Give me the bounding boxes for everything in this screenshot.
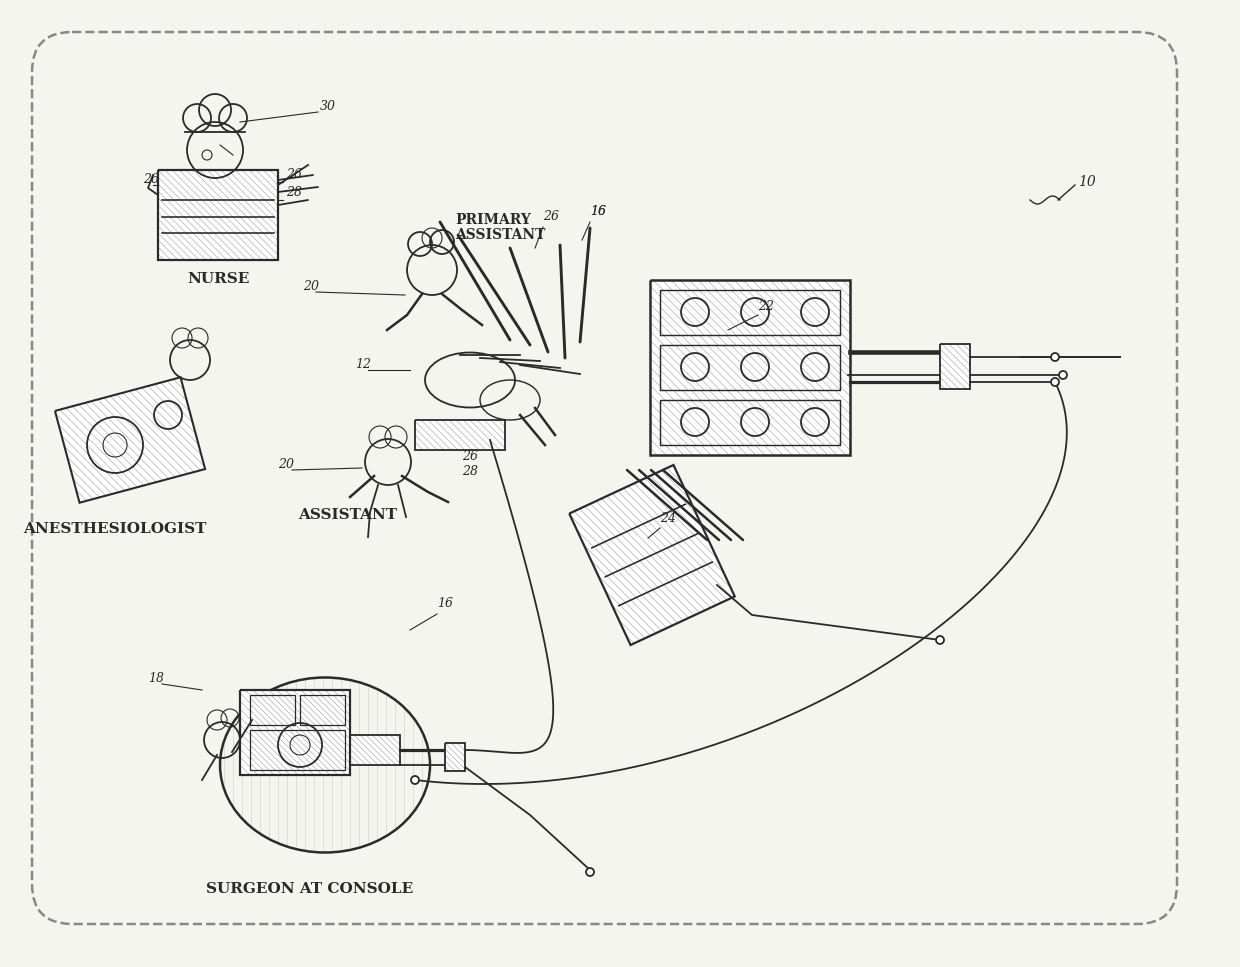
Text: 26: 26 xyxy=(543,210,559,223)
Text: 24: 24 xyxy=(660,512,676,525)
Circle shape xyxy=(587,868,594,876)
Circle shape xyxy=(410,776,419,784)
PathPatch shape xyxy=(650,280,849,455)
Circle shape xyxy=(1059,371,1066,379)
PathPatch shape xyxy=(55,377,205,503)
Text: 26: 26 xyxy=(286,168,303,181)
Text: 16: 16 xyxy=(436,597,453,610)
Circle shape xyxy=(1052,378,1059,386)
Text: 20: 20 xyxy=(278,458,294,471)
Circle shape xyxy=(1052,353,1059,361)
Text: 18: 18 xyxy=(148,672,164,685)
PathPatch shape xyxy=(660,345,839,390)
PathPatch shape xyxy=(241,690,350,775)
Text: 30: 30 xyxy=(320,100,336,113)
Text: 12: 12 xyxy=(355,358,371,371)
Text: 22: 22 xyxy=(758,300,774,313)
PathPatch shape xyxy=(940,344,970,389)
Text: 28: 28 xyxy=(463,465,479,478)
PathPatch shape xyxy=(660,290,839,335)
PathPatch shape xyxy=(157,170,278,260)
Text: ASSISTANT: ASSISTANT xyxy=(299,508,398,522)
Text: 16: 16 xyxy=(590,205,606,218)
Text: PRIMARY: PRIMARY xyxy=(455,213,531,227)
Text: ASSISTANT: ASSISTANT xyxy=(455,228,546,242)
Text: SURGEON AT CONSOLE: SURGEON AT CONSOLE xyxy=(206,882,414,896)
Text: 26: 26 xyxy=(143,173,159,186)
Circle shape xyxy=(936,636,944,644)
PathPatch shape xyxy=(250,730,345,770)
Text: NURSE: NURSE xyxy=(187,272,249,286)
PathPatch shape xyxy=(445,743,465,771)
PathPatch shape xyxy=(569,465,735,645)
Text: ANESTHESIOLOGIST: ANESTHESIOLOGIST xyxy=(24,522,207,536)
Text: 26: 26 xyxy=(463,450,479,463)
PathPatch shape xyxy=(300,695,345,725)
PathPatch shape xyxy=(415,420,505,450)
Text: 28: 28 xyxy=(286,186,303,199)
PathPatch shape xyxy=(250,695,295,725)
Text: 16: 16 xyxy=(590,205,606,218)
Text: 10: 10 xyxy=(1078,175,1096,189)
Text: 20: 20 xyxy=(303,280,319,293)
PathPatch shape xyxy=(660,400,839,445)
PathPatch shape xyxy=(350,735,401,765)
